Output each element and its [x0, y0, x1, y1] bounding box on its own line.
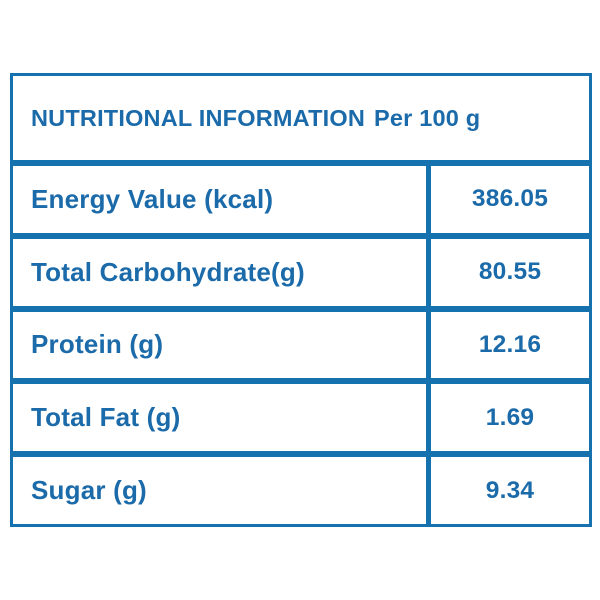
table-header: NUTRITIONAL INFORMATION Per 100 g: [13, 76, 589, 160]
row-label: Total Carbohydrate(g): [31, 256, 305, 287]
table-title: NUTRITIONAL INFORMATION: [31, 104, 366, 131]
row-label: Total Fat (g): [31, 402, 181, 433]
table-row-energy: Energy Value (kcal) 386.05: [13, 160, 589, 233]
table-row-protein: Protein (g) 12.16: [13, 305, 589, 379]
row-value: 1.69: [426, 384, 589, 452]
table-row-fat: Total Fat (g) 1.69: [13, 378, 589, 452]
nutrition-table: NUTRITIONAL INFORMATION Per 100 g Energy…: [10, 73, 592, 527]
row-value: 386.05: [426, 166, 589, 233]
row-label: Sugar (g): [31, 475, 147, 506]
row-value: 12.16: [426, 311, 589, 379]
per-100g-label: Per 100 g: [374, 104, 481, 131]
table-row-sugar: Sugar (g) 9.34: [13, 451, 589, 524]
table-row-carbohydrate: Total Carbohydrate(g) 80.55: [13, 232, 589, 306]
row-label: Protein (g): [31, 329, 164, 360]
row-label: Energy Value (kcal): [31, 183, 274, 214]
row-value: 80.55: [426, 238, 589, 306]
row-value: 9.34: [426, 457, 589, 524]
